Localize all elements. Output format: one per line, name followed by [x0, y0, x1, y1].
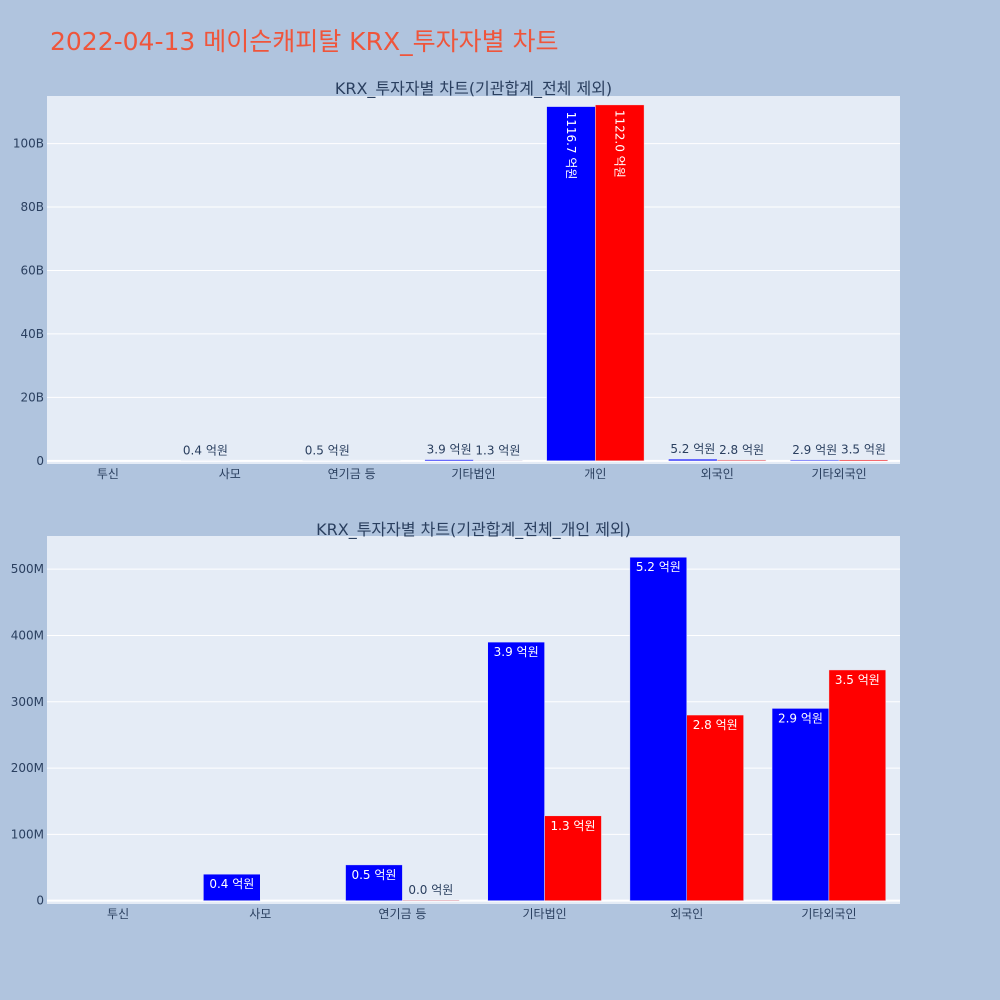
data-label-0-1-3: 1.3 억원 [475, 443, 520, 457]
bar-0-0-3 [424, 459, 474, 462]
bar-0-1-5 [716, 459, 767, 462]
data-label-1-0-3: 3.9 억원 [494, 645, 539, 659]
bar-1-0-2 [345, 864, 403, 901]
x-tick-label-1-2: 연기금 등 [378, 907, 426, 921]
data-label-1-1-3: 1.3 억원 [551, 819, 596, 833]
y-tick-label-0-5: 100B [13, 137, 44, 151]
data-label-1-1-5: 3.5 억원 [835, 673, 880, 687]
x-tick-label-0-6: 기타외국인 [811, 467, 866, 481]
data-label-1-1-4: 2.8 억원 [693, 718, 738, 732]
y-tick-label-1-3: 300M [11, 695, 44, 709]
y-tick-label-0-4: 80B [20, 200, 44, 214]
y-tick-label-1-2: 200M [11, 761, 44, 775]
y-tick-label-1-5: 500M [11, 562, 44, 576]
data-label-0-0-3: 3.9 억원 [427, 443, 472, 457]
data-label-1-0-4: 5.2 억원 [636, 560, 681, 574]
page-title: 2022-04-13 메이슨캐피탈 KRX_투자자별 차트 [50, 27, 559, 56]
y-tick-label-0-0: 0 [36, 454, 44, 468]
bar-1-0-5 [771, 708, 830, 901]
data-label-0-0-1: 0.4 억원 [183, 444, 228, 458]
subplot-title-0: KRX_투자자별 차트(기관합계_전체 제외) [335, 79, 612, 99]
x-tick-label-0-2: 연기금 등 [328, 467, 376, 481]
data-label-0-0-2: 0.5 억원 [305, 444, 350, 458]
x-tick-label-1-4: 외국인 [670, 907, 703, 921]
bar-1-0-3 [487, 641, 545, 901]
y-tick-label-1-0: 0 [36, 894, 44, 908]
x-tick-label-0-1: 사모 [219, 467, 241, 481]
bar-1-1-3 [544, 815, 602, 901]
data-label-1-0-5: 2.9 억원 [778, 711, 823, 725]
x-tick-label-0-4: 개인 [584, 467, 606, 481]
x-tick-label-0-0: 투신 [97, 467, 119, 481]
data-label-0-0-5: 5.2 억원 [670, 442, 715, 456]
x-tick-label-1-3: 기타법인 [522, 907, 566, 921]
y-tick-label-0-3: 60B [20, 263, 44, 277]
data-label-1-1-2: 0.0 억원 [408, 883, 453, 897]
bar-0-1-4 [595, 104, 645, 462]
bar-1-1-5 [828, 669, 887, 901]
y-tick-label-1-4: 400M [11, 628, 44, 642]
subplot-title-1: KRX_투자자별 차트(기관합계_전체_개인 제외) [316, 520, 631, 540]
x-tick-label-0-5: 외국인 [701, 467, 734, 481]
data-label-0-1-6: 3.5 억원 [841, 443, 886, 457]
bar-0-0-5 [668, 458, 718, 462]
bar-1-0-1 [203, 873, 261, 901]
y-tick-label-0-1: 20B [20, 390, 44, 404]
bar-1-0-4 [629, 556, 688, 901]
bar-0-1-6 [838, 459, 889, 462]
data-label-0-0-6: 2.9 억원 [792, 443, 837, 457]
plot-area-1 [47, 536, 900, 904]
x-tick-label-1-0: 투신 [107, 907, 129, 921]
data-label-0-1-4: 1122.0 억원 [613, 110, 627, 178]
x-tick-label-1-5: 기타외국인 [801, 907, 856, 921]
data-label-1-0-2: 0.5 억원 [351, 868, 396, 882]
data-label-0-1-5: 2.8 억원 [719, 443, 764, 457]
data-label-1-0-1: 0.4 억원 [209, 877, 254, 891]
x-tick-label-0-3: 기타법인 [451, 467, 495, 481]
bar-1-1-2 [402, 899, 460, 901]
bar-0-0-6 [790, 459, 840, 462]
bar-1-1-4 [686, 714, 744, 901]
plot-area-0 [47, 96, 900, 464]
y-tick-label-0-2: 40B [20, 327, 44, 341]
data-label-0-0-4: 1116.7 억원 [564, 112, 578, 180]
x-tick-label-1-1: 사모 [249, 907, 271, 921]
y-tick-label-1-1: 100M [11, 827, 44, 841]
